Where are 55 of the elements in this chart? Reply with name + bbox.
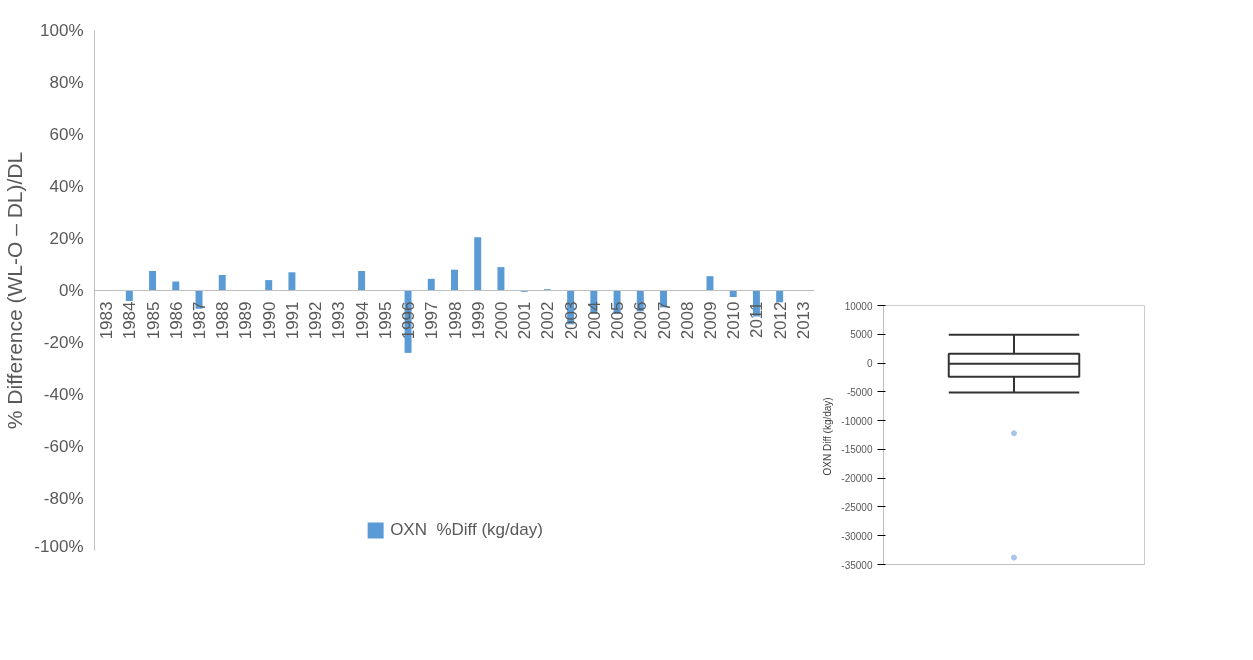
x-tick-label: 1984 <box>120 301 140 340</box>
x-tick-label: 2005 <box>608 301 628 340</box>
y-tick-label: 0% <box>58 281 84 300</box>
y-tick-label: 0 <box>866 358 873 370</box>
x-tick-label: 2001 <box>515 301 535 340</box>
y-tick-label: -60% <box>43 437 84 456</box>
x-tick-label: 1988 <box>213 301 233 340</box>
y-tick-label: -15000 <box>841 444 873 456</box>
x-tick-label: 1995 <box>375 301 395 340</box>
y-tick-label: -5000 <box>846 386 873 398</box>
x-tick-label: 2003 <box>561 301 581 340</box>
x-tick-label: 1986 <box>166 301 186 340</box>
y-tick-label: 80% <box>49 73 84 92</box>
x-tick-label: 1994 <box>352 301 372 340</box>
y-tick-label: -35000 <box>841 559 873 571</box>
x-tick-label: 2011 <box>747 301 767 339</box>
y-tick-label: -40% <box>43 385 84 404</box>
x-tick-label: 1987 <box>190 301 210 340</box>
x-tick-label: 2006 <box>631 301 651 340</box>
y-tick-label: 5000 <box>850 329 873 341</box>
y-tick-label: 60% <box>49 125 84 144</box>
y-tick-label: 10000 <box>844 300 873 312</box>
x-tick-label: 2012 <box>770 301 790 340</box>
y-axis-title: OXN Diff (kg/day) <box>822 397 834 476</box>
y-tick-label: -10000 <box>841 415 873 427</box>
x-tick-label: 1999 <box>468 301 488 340</box>
x-tick-label: 2002 <box>538 301 558 340</box>
x-tick-label: 1990 <box>259 301 279 340</box>
x-tick-label: 1991 <box>282 301 302 340</box>
legend-label: OXN %Diff (kg/day) <box>390 520 543 540</box>
x-tick-label: 1996 <box>399 301 419 340</box>
y-tick-label: 20% <box>49 229 84 248</box>
x-tick-label: 1993 <box>329 301 349 340</box>
x-tick-label: 1998 <box>445 301 465 340</box>
x-tick-label: 2010 <box>724 301 744 340</box>
y-tick-label: -25000 <box>841 501 873 513</box>
y-tick-label: -100% <box>34 536 84 556</box>
y-tick-label: -20000 <box>841 473 873 485</box>
y-tick-label: 40% <box>49 177 84 196</box>
y-tick-label: -20% <box>43 333 84 352</box>
x-tick-label: 1997 <box>422 301 442 340</box>
x-tick-label: 2013 <box>793 301 813 340</box>
x-tick-label: 1992 <box>306 301 326 340</box>
x-tick-label: 2009 <box>700 301 720 340</box>
y-tick-label: -30000 <box>841 530 873 542</box>
x-tick-label: 2007 <box>654 301 674 340</box>
y-tick-label: -80% <box>43 489 84 508</box>
x-tick-label: 1985 <box>143 301 163 340</box>
x-tick-label: 1983 <box>97 301 117 340</box>
x-tick-label: 1989 <box>236 301 256 340</box>
x-tick-label: 2004 <box>584 301 604 340</box>
y-tick-label: 100% <box>40 21 84 40</box>
x-tick-label: 2000 <box>491 301 511 340</box>
x-tick-label: 2008 <box>677 301 697 340</box>
y-axis-title: % Difference (WL-O – DL)/DL <box>3 151 27 430</box>
